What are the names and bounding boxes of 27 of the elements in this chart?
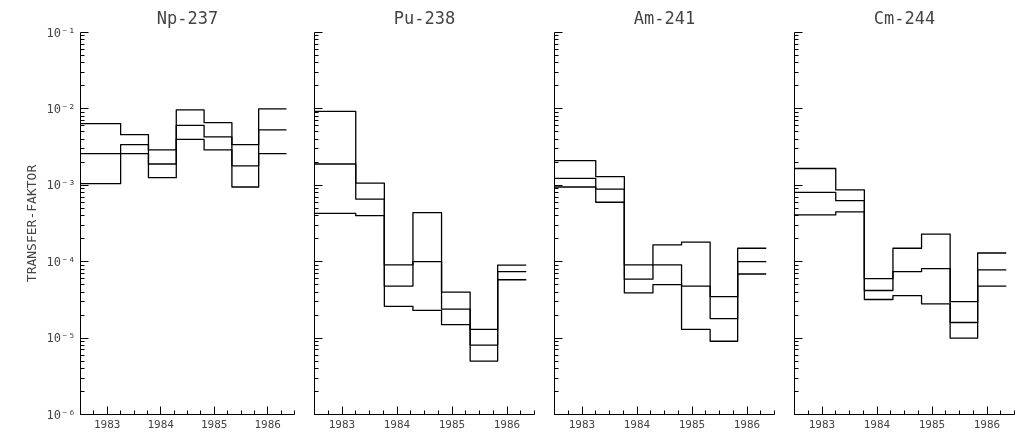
- y-axis-title: TRANSFER-FAKTOR: [23, 164, 39, 283]
- chart-title: Np-237: [156, 7, 219, 28]
- y-tick-label: 10⁻⁴: [46, 254, 76, 269]
- y-tick-label: 10⁻¹: [46, 25, 76, 40]
- x-tick-label: 1984: [147, 417, 175, 431]
- x-tick-label: 1986: [733, 417, 761, 431]
- y-tick-label: 10⁻⁶: [46, 407, 76, 422]
- chart-title: Pu-238: [393, 7, 456, 28]
- x-tick-label: 1985: [918, 417, 946, 431]
- x-tick-label: 1986: [493, 417, 521, 431]
- y-tick-label: 10⁻³: [46, 178, 76, 193]
- x-tick-label: 1983: [328, 417, 356, 431]
- x-tick-label: 1985: [438, 417, 466, 431]
- x-tick-label: 1983: [568, 417, 596, 431]
- x-tick-label: 1984: [863, 417, 891, 431]
- x-tick-label: 1984: [383, 417, 411, 431]
- chart-title: Am-241: [633, 7, 696, 28]
- x-tick-label: 1984: [623, 417, 651, 431]
- x-tick-label: 1986: [973, 417, 1001, 431]
- x-tick-label: 1986: [254, 417, 281, 431]
- x-tick-label: 1983: [808, 417, 836, 431]
- x-tick-label: 1985: [201, 417, 228, 431]
- x-tick-label: 1983: [94, 417, 121, 431]
- chart-title: Cm-244: [873, 7, 936, 28]
- y-tick-label: 10⁻²: [46, 101, 76, 116]
- y-tick-label: 10⁻⁵: [46, 331, 76, 346]
- x-tick-label: 1985: [678, 417, 706, 431]
